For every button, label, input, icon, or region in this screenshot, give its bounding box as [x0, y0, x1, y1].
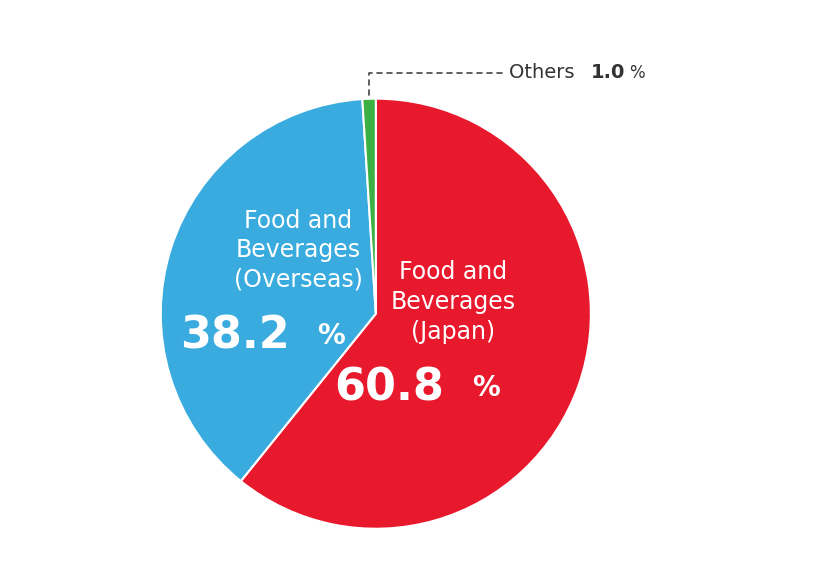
Wedge shape	[161, 99, 376, 481]
Text: Others: Others	[509, 63, 581, 82]
Text: %: %	[630, 64, 645, 82]
Text: 60.8: 60.8	[334, 367, 444, 410]
Text: Food and
Beverages
(Overseas): Food and Beverages (Overseas)	[234, 209, 363, 292]
Text: 1.0: 1.0	[591, 63, 625, 82]
Text: %: %	[318, 322, 346, 350]
Text: 38.2: 38.2	[180, 315, 289, 358]
Text: %: %	[472, 374, 500, 402]
Wedge shape	[241, 99, 591, 528]
Text: Food and
Beverages
(Japan): Food and Beverages (Japan)	[391, 260, 516, 344]
Wedge shape	[362, 99, 376, 314]
